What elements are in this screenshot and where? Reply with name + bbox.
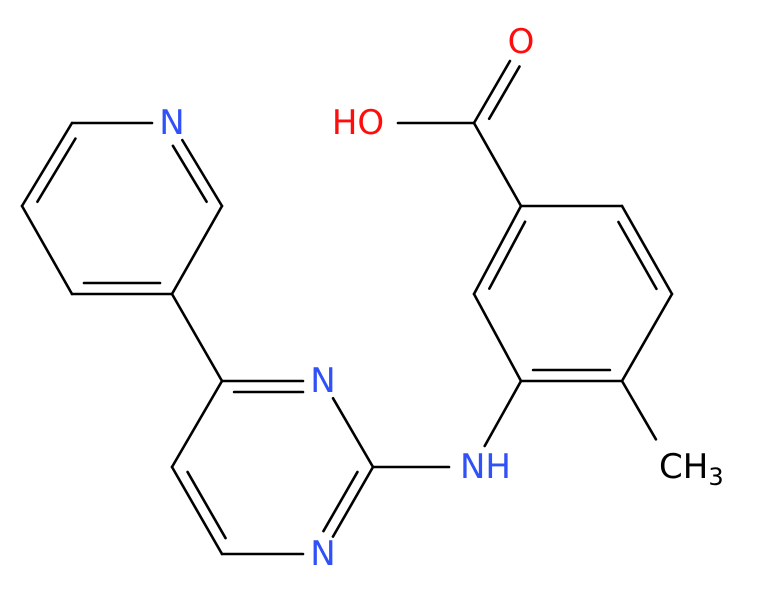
bond-line (620, 379, 658, 441)
bond-line (483, 379, 523, 448)
bond-line (472, 121, 523, 208)
bond-line (170, 465, 224, 556)
bond-line (472, 292, 523, 383)
bond-line (617, 220, 658, 291)
bond-line (488, 220, 527, 290)
atom-label: N (159, 103, 184, 143)
bond-line (331, 396, 375, 469)
bond-line (620, 292, 674, 383)
bond-line (170, 379, 224, 469)
bond-line (487, 65, 521, 121)
bond-line (20, 204, 74, 296)
bond-line (36, 137, 77, 204)
methyl-label: CH (659, 447, 708, 487)
bond-line (170, 204, 224, 296)
bond-line (620, 204, 674, 296)
bond-line (331, 465, 375, 538)
methyl-subscript: 3 (708, 463, 723, 491)
atom-label: CH3 (659, 447, 724, 491)
atom-label: NH (460, 447, 511, 487)
bond-line (20, 121, 74, 208)
bond-line (170, 292, 224, 383)
atom-label: N (310, 361, 335, 401)
atom-label: N (310, 534, 335, 574)
atom-label: O (508, 22, 535, 62)
bond-line (472, 59, 512, 125)
bond-line (181, 138, 224, 208)
bond-line (186, 470, 227, 540)
bond-line (472, 204, 523, 296)
atom-label: HO (332, 103, 384, 143)
bond-line (171, 144, 208, 204)
bond-line (322, 470, 359, 533)
bonds (20, 59, 674, 556)
